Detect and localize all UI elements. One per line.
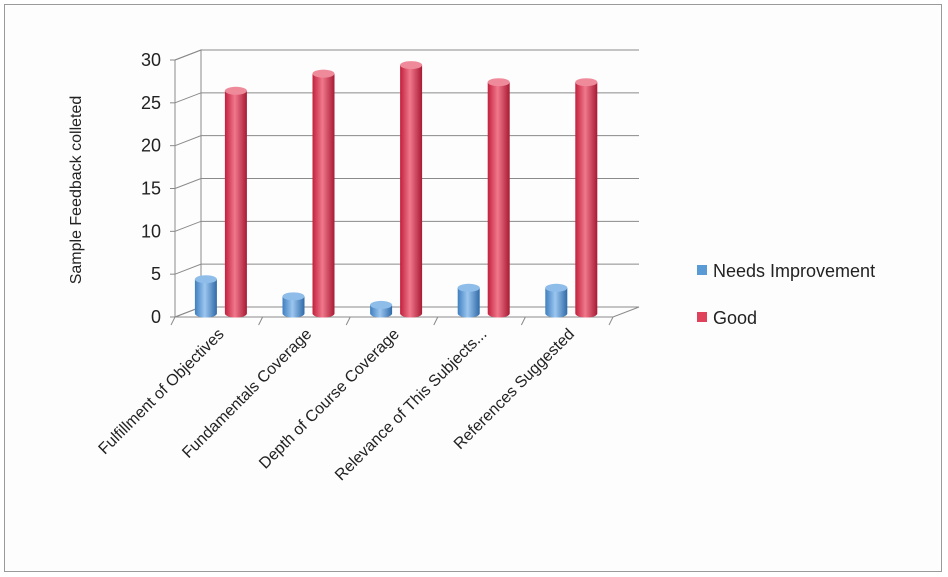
bar-needs-improvement [282,296,305,318]
bar-top-needs-improvement [457,283,480,292]
bar-top-needs-improvement [282,292,305,301]
y-tick-label: 10 [141,221,161,241]
x-tick-mark [433,316,439,326]
gridline [174,49,639,61]
y-tick-label: 30 [141,50,161,70]
bar-good [575,82,598,318]
y-axis-label: Sample Feedback colleted [68,96,85,285]
bar-good [487,82,510,318]
bar-top-good [400,61,423,70]
bar-top-good [312,69,335,78]
legend-label-needs-improvement: Needs Improvement [713,261,875,281]
x-tick-mark [258,316,264,326]
x-tick-label: Relevance of This Subjects... [332,326,490,484]
legend-swatch-good [697,312,707,322]
bar-needs-improvement [545,287,568,318]
y-tick-label: 0 [151,307,161,327]
y-tick-label: 25 [141,93,161,113]
bar-good [312,73,335,318]
y-tick-label: 5 [151,264,161,284]
legend-swatch-needs-improvement [697,265,707,275]
bar-top-good [487,78,510,87]
bar-good [400,65,423,318]
x-tick-label: Depth of Course Coverage [256,326,403,473]
x-tick-mark [170,316,176,326]
x-tick-mark [608,316,614,326]
legend-label-good: Good [713,308,757,328]
bar-top-good [224,86,247,95]
legend: Needs Improvement Good [697,261,875,328]
bar-top-needs-improvement [545,283,568,292]
y-tick-label: 15 [141,179,161,199]
x-tick-mark [520,316,526,326]
bar-good [224,90,247,318]
x-tick-mark [345,316,351,326]
bar-needs-improvement [194,279,217,318]
bar-top-needs-improvement [370,300,393,309]
bar-top-good [575,78,598,87]
y-tick-label: 20 [141,136,161,156]
bar-top-needs-improvement [194,275,217,284]
bar-needs-improvement [457,287,480,318]
chart-frame: 0 5 10 15 20 25 30 Fulfillment of Objectives Fun… [4,4,942,572]
